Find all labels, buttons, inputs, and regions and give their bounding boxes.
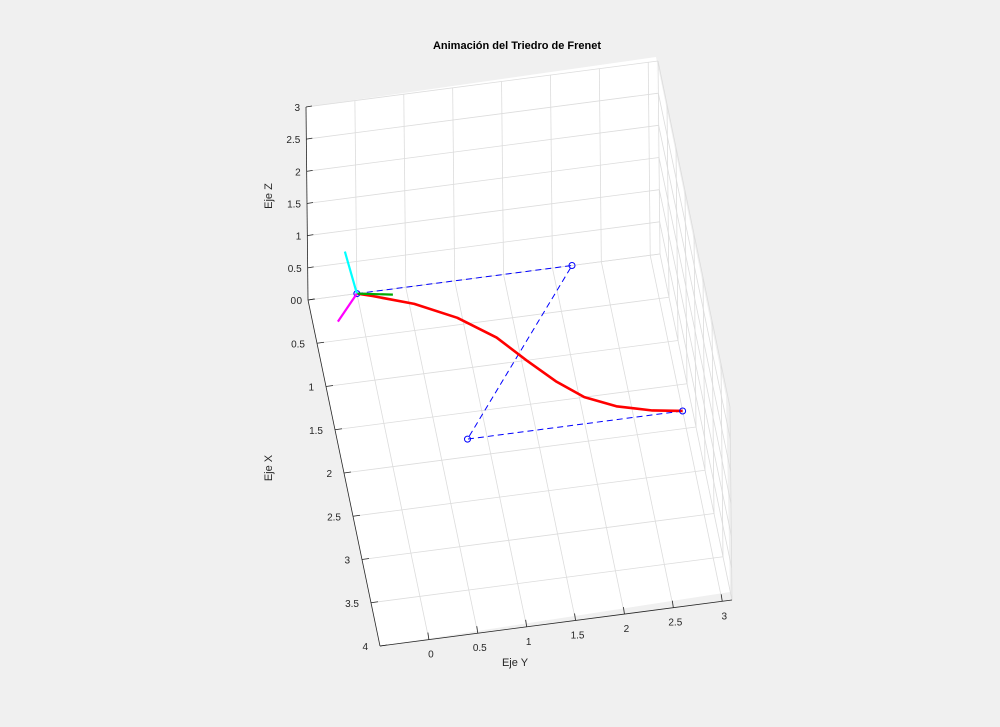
grid-line bbox=[649, 255, 723, 602]
x-tick-mark bbox=[361, 558, 370, 560]
y-tick-label: 0 bbox=[428, 650, 434, 661]
y-tick-mark bbox=[476, 626, 479, 634]
y-tick-mark bbox=[623, 606, 625, 615]
control-point-marker bbox=[464, 435, 472, 443]
grid-line bbox=[552, 267, 625, 615]
x-tick-mark bbox=[343, 471, 352, 474]
z-axis-ticks: 0 0.5 1 1.5 2 2.5 3 bbox=[286, 103, 315, 307]
grid-line bbox=[356, 293, 430, 640]
z-tick-mark bbox=[306, 202, 314, 204]
x-tick-label: 3 bbox=[344, 556, 350, 567]
y-axis-label: Eje Y bbox=[502, 657, 529, 669]
grid-line bbox=[659, 253, 733, 601]
side-wall-ymax bbox=[656, 57, 730, 592]
grid-line bbox=[306, 157, 660, 204]
grid-line bbox=[405, 287, 479, 634]
y-tick-label: 3 bbox=[721, 611, 727, 622]
x-tick-mark bbox=[370, 601, 379, 604]
x-tick-label: 4 bbox=[362, 642, 368, 653]
grid-line bbox=[307, 221, 660, 269]
z-tick-label: 1.5 bbox=[287, 200, 301, 211]
z-tick-mark bbox=[306, 137, 313, 140]
grid-line bbox=[658, 125, 732, 472]
x-tick-label: 1 bbox=[308, 383, 314, 394]
chart-title: Animación del Triedro de Frenet bbox=[433, 40, 601, 52]
y-tick-mark bbox=[525, 619, 528, 627]
x-axis-label: Eje X bbox=[263, 454, 275, 481]
z-tick-label: 0 bbox=[296, 296, 302, 307]
axes-3d bbox=[305, 57, 733, 647]
control-point-marker bbox=[568, 262, 576, 269]
bezier-curve-line bbox=[356, 292, 683, 413]
grid-line bbox=[307, 253, 661, 301]
z-tick-label: 3 bbox=[294, 103, 300, 114]
grid-line bbox=[307, 189, 660, 237]
grid-line bbox=[600, 261, 674, 608]
grid-line bbox=[454, 280, 528, 627]
z-tick-mark bbox=[305, 105, 313, 108]
grid-line bbox=[657, 60, 731, 408]
x-tick-label: 3.5 bbox=[345, 599, 359, 610]
x-axis-ticks: 0 0.5 1 1.5 2 2.5 3 3.5 4 bbox=[290, 296, 388, 653]
x-tick-mark bbox=[379, 644, 388, 647]
grid-line bbox=[503, 274, 576, 621]
z-tick-label: 1 bbox=[296, 232, 302, 243]
x-tick-mark bbox=[352, 514, 361, 517]
x-tick-label: 2.5 bbox=[327, 512, 341, 523]
grid-line bbox=[305, 60, 659, 108]
grid-line bbox=[657, 93, 731, 440]
z-tick-label: 2 bbox=[295, 167, 301, 178]
x-tick-label: 0 bbox=[290, 296, 296, 307]
y-tick-mark bbox=[574, 613, 576, 621]
grid-line bbox=[659, 221, 733, 568]
z-tick-mark bbox=[307, 266, 314, 269]
grid-line bbox=[658, 157, 732, 504]
binormal-vector bbox=[336, 292, 358, 323]
y-tick-mark bbox=[427, 632, 430, 640]
x-tick-label: 0.5 bbox=[291, 339, 305, 350]
z-tick-label: 0.5 bbox=[288, 264, 302, 275]
x-tick-label: 2 bbox=[326, 469, 332, 480]
z-tick-mark bbox=[306, 169, 313, 172]
x-tick-mark bbox=[316, 341, 325, 344]
back-wall-x0 bbox=[306, 57, 660, 300]
normal-vector bbox=[343, 251, 358, 294]
z-axis-label: Eje Z bbox=[263, 183, 275, 209]
y-tick-label: 0.5 bbox=[473, 643, 487, 654]
grid-line bbox=[658, 189, 732, 536]
grid-line bbox=[306, 92, 659, 140]
y-tick-label: 1.5 bbox=[571, 630, 585, 641]
grid-line bbox=[306, 124, 659, 172]
y-tick-mark bbox=[720, 594, 723, 602]
control-point-marker bbox=[679, 407, 687, 415]
x-tick-label: 1.5 bbox=[309, 426, 323, 437]
y-tick-label: 2.5 bbox=[668, 618, 682, 629]
x-tick-mark bbox=[334, 428, 343, 431]
y-tick-mark bbox=[671, 600, 674, 608]
x-tick-mark bbox=[325, 385, 334, 387]
data-layer bbox=[336, 251, 687, 443]
y-tick-label: 2 bbox=[624, 624, 630, 635]
z-tick-label: 2.5 bbox=[286, 135, 300, 146]
y-axis-ticks: 0 0.5 1 1.5 2 2.5 3 bbox=[427, 594, 727, 661]
z-tick-mark bbox=[307, 298, 315, 301]
y-tick-label: 1 bbox=[526, 637, 532, 648]
tangent-vector bbox=[356, 292, 393, 296]
z-tick-mark bbox=[307, 234, 314, 237]
